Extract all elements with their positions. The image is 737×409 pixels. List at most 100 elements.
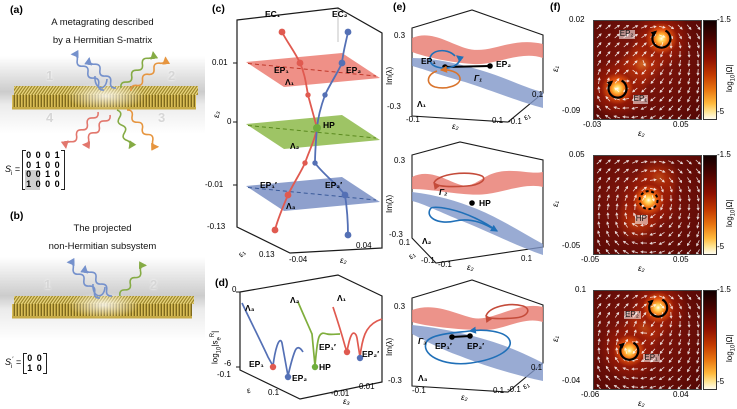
heatmap-2: HP xyxy=(593,155,702,255)
port-1-label: 1 xyxy=(44,277,52,292)
gamma2-loop-blue-out xyxy=(428,207,499,232)
x-axis-label: ε₂ xyxy=(638,264,645,273)
heatmap-1: EP₂ EP₁ xyxy=(593,20,702,120)
ep2-prime-dip xyxy=(356,354,364,362)
ytick-top: 0.02 xyxy=(569,15,585,24)
y-axis-label: Im(λ) xyxy=(385,66,394,85)
gamma2-loop-blue-back xyxy=(430,206,498,232)
hp-circle-dashed xyxy=(638,190,659,211)
label-lambda3: Λ₃ xyxy=(245,303,255,313)
panel-b-title-line2: non-Hermitian subsystem xyxy=(48,241,157,252)
panel-d-tag: (d) xyxy=(215,277,229,289)
y-axis-label: Im(λ) xyxy=(385,194,394,213)
ytick-bottom: -0.09 xyxy=(562,106,581,115)
x1-tick-1: -0.13 xyxy=(207,222,226,231)
gamma3-loop-blue-back xyxy=(426,330,471,342)
panel-f-tag: (f) xyxy=(550,1,561,13)
cb-tick-bottom: -5 xyxy=(717,242,725,251)
grating-b xyxy=(12,292,194,319)
label-ep2-prime: EP₂′ xyxy=(325,180,343,190)
vector-field xyxy=(596,159,701,254)
xtick-right: 0.05 xyxy=(673,255,689,264)
s-matrix-a: Si = 0 0 0 1 0 1 0 0 0 0 1 0 1 0 0 0 xyxy=(5,150,65,190)
x-axis-label: ε₂ xyxy=(461,393,468,402)
lambda2-curve xyxy=(297,301,341,367)
grating-a xyxy=(12,82,198,110)
x2-axis-label: ε₃ xyxy=(343,397,350,406)
cb-tick-bottom: -5 xyxy=(717,107,725,116)
outgoing-wave-orange-down xyxy=(126,109,160,151)
gamma2-loop-red xyxy=(433,172,485,190)
colorbar xyxy=(703,290,717,390)
x2tick-2: 0.1 xyxy=(531,363,543,372)
xtick-2: 0.1 xyxy=(492,116,504,125)
plane-lambda2-dash xyxy=(247,125,377,139)
outgoing-wave-red xyxy=(60,111,99,149)
y-axis-label: ε₁ xyxy=(551,200,560,207)
gamma1-loop-blue xyxy=(429,49,464,69)
ep1-dip xyxy=(269,363,277,371)
label-lambda1: Λ₁ xyxy=(285,77,295,87)
cb-tick-bottom: -5 xyxy=(717,377,725,386)
x2tick-1: -0.1 xyxy=(507,385,521,394)
y-axis-label: Im(λ) xyxy=(385,337,394,356)
ep-marker-label: HP xyxy=(634,213,648,224)
port-4-label: 4 xyxy=(46,110,54,125)
label-ep2-prime: EP₂′ xyxy=(362,349,380,359)
red-sheet xyxy=(412,35,543,65)
ep-circle xyxy=(619,341,640,361)
ytick-top: 0.1 xyxy=(575,285,587,294)
metagrating-illustration-a xyxy=(12,49,198,151)
cb-label: log10|Ω| xyxy=(725,64,737,92)
panel-b-tag: (b) xyxy=(10,210,24,222)
ep-circle-arrowhead xyxy=(647,299,654,306)
label-ep1-prime: EP₁′ xyxy=(260,180,277,190)
cb-tick-top: -1.5 xyxy=(717,150,731,159)
label-lambda2: Λ₂ xyxy=(290,295,300,305)
panel-a: (a) A metagrating described by a Hermiti… xyxy=(0,0,205,205)
panel-f: (f) 0.02 -0.09 ε₁ EP₂ EP₁ -0.03 0.05 ε₂ -… xyxy=(545,0,737,409)
x-axis-label: ε₂ xyxy=(467,263,474,272)
vector-field xyxy=(596,24,701,119)
x2tick-1: 0.1 xyxy=(399,238,411,247)
ep-circle-arrowhead xyxy=(650,30,658,37)
panel-e-tag: (e) xyxy=(393,1,406,13)
ep-circle-arrowhead xyxy=(606,80,614,87)
ytick-bottom: -0.3 xyxy=(387,102,401,111)
xtick-left: -0.05 xyxy=(581,255,600,264)
xtick-1: -0.1 xyxy=(406,115,420,124)
label-ep2-prime: EP₂′ xyxy=(467,341,485,351)
label-hp: HP xyxy=(479,198,491,208)
ytick-bottom: -0.3 xyxy=(389,230,403,239)
panel-c: (c) EC₁ EC₂ 0.01 EP₁ Λ₁ EP₂ 0 HP Λ₂ -0.0… xyxy=(205,0,385,270)
x2tick-1: -0.01 xyxy=(331,389,350,398)
colorbar xyxy=(703,155,717,255)
gamma3-loop-blue-out xyxy=(424,326,512,365)
x-axis-label: ε₂ xyxy=(638,129,645,138)
label-ep1-prime: EP₁′ xyxy=(319,342,336,352)
z-axis-label: ε₃ xyxy=(212,111,221,118)
xtick-right: 0.04 xyxy=(673,390,689,399)
label-ep1: EP₁ xyxy=(421,56,436,66)
ytick-bottom: -0.05 xyxy=(562,241,581,250)
blue-trajectory-points xyxy=(312,28,352,239)
ep-marker-label: EP₁′ xyxy=(643,352,661,363)
gamma1-loop-orange xyxy=(427,65,461,89)
heatmap-3: EP₂′ EP₁′ xyxy=(593,290,702,390)
ytick-1: -6 xyxy=(224,359,232,368)
label-lambda1: Λ₁ xyxy=(417,99,427,109)
port-1-label: 1 xyxy=(46,68,54,83)
x2tick-2: -0.1 xyxy=(421,256,435,265)
metagrating-illustration-b xyxy=(12,257,194,319)
incident-wave-blue xyxy=(70,49,105,91)
label-ep2: EP₂ xyxy=(292,373,308,383)
xtick-2: 0.1 xyxy=(521,254,533,263)
submatrix-highlight xyxy=(25,170,41,190)
hp-point xyxy=(469,200,475,206)
axes-box xyxy=(239,274,383,400)
ep-segment xyxy=(451,335,471,338)
label-ep1-prime: EP₁′ xyxy=(435,341,452,351)
wave-arrows-a xyxy=(60,49,171,151)
xtick-1: -0.1 xyxy=(217,370,231,379)
